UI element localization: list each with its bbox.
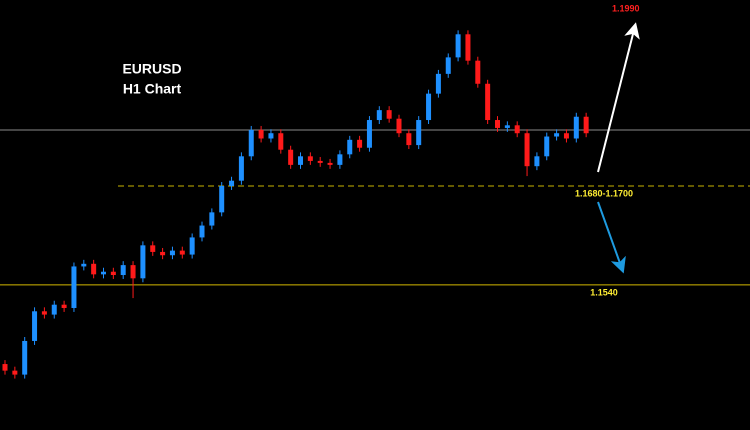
chart-subtitle: H1 Chart [123, 81, 182, 97]
candle-body [347, 139, 353, 155]
level-label: 1.1680-1.1700 [575, 188, 633, 198]
candle-body [298, 156, 303, 165]
candle-body [573, 116, 579, 139]
candle-body [376, 110, 382, 121]
candle-body [169, 250, 175, 256]
candle-body [544, 136, 550, 157]
candle-body [435, 73, 441, 94]
down-arrow [597, 201, 626, 274]
candle-body [445, 57, 451, 74]
candle-body [337, 154, 343, 165]
candle-body [554, 133, 560, 137]
candle-body [563, 133, 569, 139]
candle-body [455, 34, 461, 58]
candle-body [61, 304, 67, 308]
candle-body [357, 139, 363, 148]
candle-body [366, 120, 372, 148]
candle-body [485, 83, 491, 121]
chart-title: EURUSD [122, 61, 181, 77]
candle-body [130, 265, 136, 279]
candles [2, 30, 589, 379]
candle-body [120, 265, 126, 276]
candle-body [91, 263, 97, 275]
candle-body [248, 129, 254, 157]
candle-body [416, 120, 422, 146]
candle-body [406, 133, 412, 146]
candle-body [475, 60, 481, 84]
candle-body [514, 125, 520, 134]
candle-body [396, 118, 402, 134]
candle-body [110, 271, 116, 276]
candle-body [258, 129, 264, 139]
candle-body [229, 180, 235, 186]
candle-body [199, 225, 205, 238]
up-arrow [597, 22, 640, 173]
candle-body [317, 160, 323, 163]
candle-body [534, 156, 540, 167]
candle-body [278, 133, 284, 150]
candle-body [386, 110, 392, 119]
candle-body [71, 266, 77, 308]
candle-body [2, 364, 8, 371]
candle-body [495, 120, 500, 128]
candle-body [150, 245, 156, 252]
candle-body [465, 34, 471, 61]
candle-body [189, 237, 195, 255]
candle-body [81, 263, 87, 267]
target-label: 1.1990 [612, 3, 640, 13]
candle-body [583, 116, 589, 134]
candle-body [12, 370, 18, 375]
candle-body [327, 162, 333, 165]
candle-body [140, 245, 146, 279]
candle-body [219, 185, 225, 213]
candle-body [32, 311, 38, 341]
level-label: 1.1540 [590, 287, 618, 297]
candle-body [288, 149, 294, 165]
candle-body [426, 93, 432, 121]
candle-body [238, 156, 244, 181]
candle-body [209, 212, 215, 226]
candle-body [22, 340, 28, 375]
candle-body [307, 156, 313, 161]
candle-body [268, 133, 274, 139]
candle-body [504, 125, 510, 128]
candle-body [160, 251, 166, 256]
candle-body [179, 250, 185, 255]
candle-body [524, 133, 530, 167]
candle-body [41, 311, 47, 315]
candle-body [51, 304, 57, 315]
candle-body [101, 271, 106, 275]
